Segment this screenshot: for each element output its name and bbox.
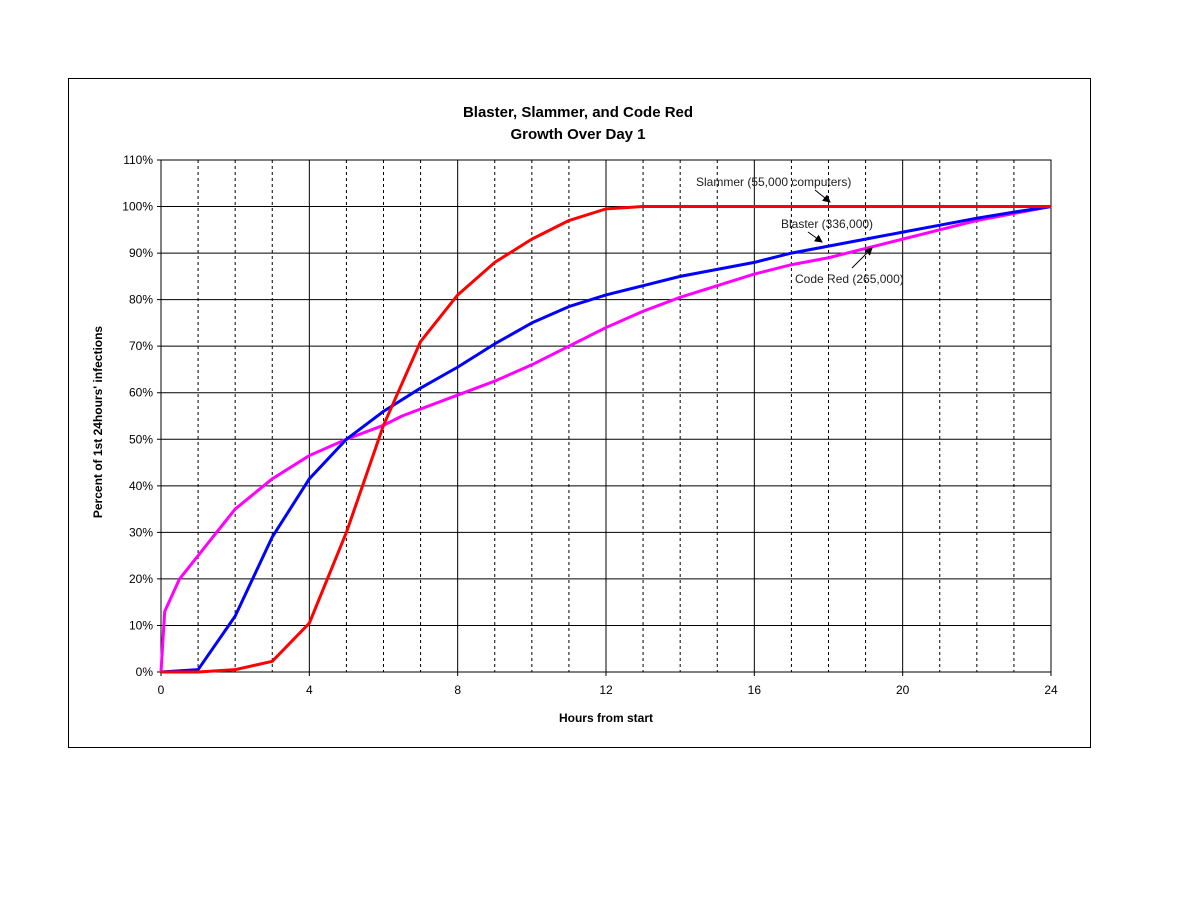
chart-frame (68, 78, 1091, 748)
series-line-slammer (161, 205, 1051, 674)
y-tick-label: 90% (129, 246, 153, 260)
y-tick-label: 0% (136, 665, 154, 679)
y-tick-label: 70% (129, 339, 153, 353)
x-axis-label: Hours from start (559, 711, 653, 725)
annotation-code-red: Code Red (265,000) (795, 272, 904, 286)
x-tick-label: 0 (158, 683, 165, 697)
annotation-arrow-blaster (807, 231, 823, 243)
y-tick-label: 50% (129, 432, 153, 446)
plot-area-border (160, 159, 1052, 673)
x-tick-label: 16 (748, 683, 762, 697)
y-tick-label: 80% (129, 293, 153, 307)
y-tick-label: 20% (129, 572, 153, 586)
annotation-slammer: Slammer (55,000 computers) (696, 175, 851, 189)
series-line-blaster (160, 205, 1052, 674)
series-line-code (159, 205, 1052, 673)
y-tick-label: 30% (129, 525, 153, 539)
x-tick-label: 12 (599, 683, 613, 697)
annotation-arrow-slammer (814, 189, 831, 203)
y-tick-label: 10% (129, 618, 153, 632)
y-tick-label: 40% (129, 479, 153, 493)
x-tick-label: 24 (1044, 683, 1058, 697)
x-tick-label: 8 (454, 683, 461, 697)
chart-title-line-1: Blaster, Slammer, and Code Red (463, 104, 693, 121)
y-tick-label: 60% (129, 386, 153, 400)
y-tick-label: 100% (122, 200, 153, 214)
x-tick-label: 20 (896, 683, 910, 697)
chart-title-line-2: Growth Over Day 1 (510, 126, 645, 143)
y-tick-label: 110% (123, 153, 153, 167)
y-axis-label: Percent of 1st 24hours' infections (91, 326, 105, 519)
annotation-arrow-code-red (851, 247, 873, 269)
annotation-blaster: Blaster (336,000) (781, 217, 873, 231)
x-tick-label: 4 (306, 683, 313, 697)
